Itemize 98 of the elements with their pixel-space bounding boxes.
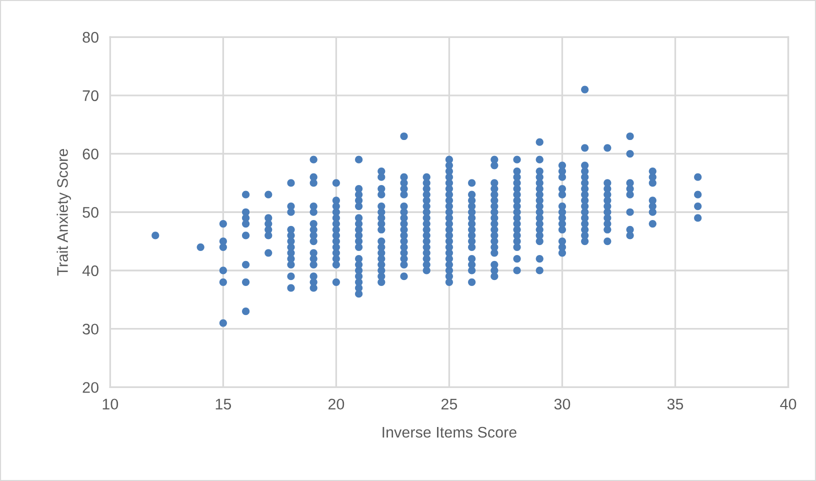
point bbox=[400, 260, 408, 268]
x-tick-label: 30 bbox=[554, 398, 570, 410]
point bbox=[264, 232, 272, 240]
y-tick-label: 80 bbox=[82, 32, 98, 43]
point bbox=[354, 156, 363, 164]
point bbox=[242, 190, 250, 198]
point bbox=[513, 266, 521, 274]
point bbox=[310, 156, 318, 164]
point bbox=[378, 226, 386, 234]
point bbox=[626, 208, 634, 216]
point bbox=[536, 156, 544, 164]
point bbox=[581, 144, 589, 152]
point bbox=[378, 278, 386, 286]
point bbox=[219, 266, 227, 274]
point bbox=[490, 272, 498, 280]
point bbox=[468, 266, 476, 274]
point bbox=[694, 202, 702, 210]
point bbox=[332, 179, 340, 187]
point bbox=[490, 249, 498, 257]
point bbox=[219, 220, 227, 228]
point bbox=[558, 190, 566, 198]
point bbox=[694, 190, 702, 198]
x-tick-label: 15 bbox=[216, 398, 232, 410]
point bbox=[536, 238, 544, 246]
point bbox=[558, 226, 566, 234]
point bbox=[378, 173, 386, 181]
point bbox=[264, 249, 272, 257]
point bbox=[196, 243, 204, 251]
point bbox=[287, 272, 295, 280]
point bbox=[626, 232, 634, 240]
point bbox=[648, 208, 656, 216]
point bbox=[513, 156, 521, 164]
point bbox=[400, 132, 408, 140]
point bbox=[445, 278, 454, 286]
point bbox=[264, 190, 272, 198]
y-tick-label: 20 bbox=[82, 382, 98, 393]
point bbox=[400, 272, 408, 280]
x-axis-title: Inverse Items Score bbox=[382, 426, 516, 438]
point bbox=[604, 226, 612, 234]
y-tick-label: 50 bbox=[82, 206, 98, 218]
y-tick-label: 30 bbox=[82, 324, 98, 335]
point bbox=[287, 208, 295, 216]
point bbox=[648, 220, 656, 228]
point bbox=[354, 290, 363, 298]
point bbox=[468, 278, 476, 286]
point bbox=[558, 249, 566, 257]
point bbox=[422, 266, 430, 274]
x-tick-label: 20 bbox=[328, 398, 344, 410]
point bbox=[242, 232, 250, 240]
point bbox=[242, 260, 250, 268]
point bbox=[694, 214, 702, 222]
point bbox=[694, 173, 702, 181]
point bbox=[468, 243, 476, 251]
point bbox=[332, 278, 340, 286]
point bbox=[354, 202, 363, 210]
point bbox=[242, 308, 250, 316]
y-tick-label: 40 bbox=[82, 265, 98, 276]
point bbox=[490, 162, 498, 170]
point bbox=[242, 220, 250, 228]
point bbox=[400, 190, 408, 198]
point bbox=[558, 173, 566, 181]
x-tick-label: 35 bbox=[667, 398, 684, 410]
point bbox=[287, 284, 295, 292]
point bbox=[536, 266, 544, 274]
point bbox=[354, 243, 363, 251]
point bbox=[219, 243, 227, 251]
point bbox=[648, 179, 656, 187]
point bbox=[310, 284, 318, 292]
point bbox=[513, 255, 521, 263]
point bbox=[604, 144, 612, 152]
point bbox=[626, 132, 634, 140]
point bbox=[242, 278, 250, 286]
point bbox=[287, 260, 295, 268]
point bbox=[581, 86, 589, 94]
point bbox=[604, 238, 612, 246]
x-tick-label: 40 bbox=[780, 398, 796, 410]
y-tick-label: 60 bbox=[82, 148, 98, 160]
x-tick-label: 10 bbox=[102, 398, 118, 410]
point bbox=[536, 138, 544, 146]
point bbox=[581, 238, 589, 246]
point bbox=[219, 278, 227, 286]
point bbox=[287, 179, 295, 187]
point bbox=[310, 238, 318, 246]
point bbox=[536, 255, 544, 263]
point bbox=[468, 179, 476, 187]
point bbox=[310, 179, 318, 187]
point bbox=[152, 232, 160, 240]
point bbox=[332, 260, 340, 268]
point bbox=[310, 260, 318, 268]
point bbox=[378, 190, 386, 198]
x-tick-label: 25 bbox=[441, 398, 458, 410]
y-tick-label: 70 bbox=[82, 90, 98, 102]
y-axis-title: Trait Anxiety Score bbox=[56, 148, 71, 276]
point bbox=[513, 243, 521, 251]
point bbox=[310, 208, 318, 216]
point bbox=[626, 150, 634, 158]
point bbox=[626, 190, 634, 198]
point bbox=[219, 319, 227, 327]
